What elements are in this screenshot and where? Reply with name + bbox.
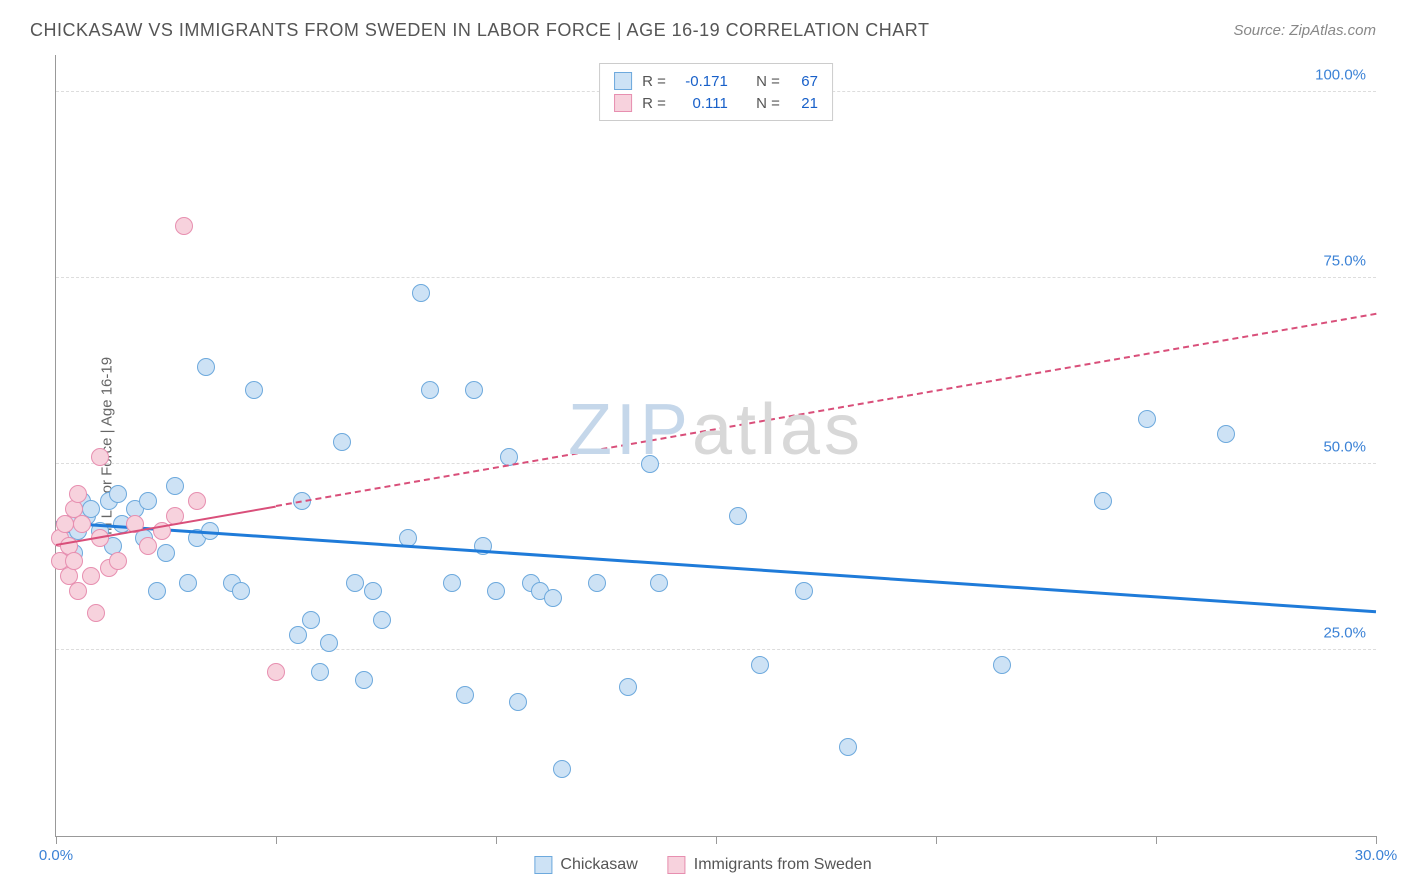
x-tick <box>1156 836 1157 844</box>
data-point <box>364 582 382 600</box>
data-point <box>1217 425 1235 443</box>
x-tick <box>276 836 277 844</box>
r-value: -0.171 <box>676 73 728 90</box>
legend-label: Immigrants from Sweden <box>694 856 872 874</box>
data-point <box>839 738 857 756</box>
data-point <box>73 515 91 533</box>
data-point <box>245 381 263 399</box>
y-tick-label: 75.0% <box>1323 253 1366 270</box>
data-point <box>729 507 747 525</box>
data-point <box>69 582 87 600</box>
data-point <box>267 663 285 681</box>
y-tick-label: 50.0% <box>1323 439 1366 456</box>
legend-label: Chickasaw <box>560 856 637 874</box>
trend-line <box>56 521 1376 613</box>
data-point <box>443 574 461 592</box>
trend-line <box>276 313 1376 507</box>
data-point <box>412 284 430 302</box>
data-point <box>650 574 668 592</box>
data-point <box>795 582 813 600</box>
data-point <box>139 492 157 510</box>
x-tick <box>56 836 57 844</box>
data-point <box>751 656 769 674</box>
x-tick-label: 30.0% <box>1355 847 1398 864</box>
r-value: 0.111 <box>676 95 728 112</box>
data-point <box>456 686 474 704</box>
data-point <box>509 693 527 711</box>
data-point <box>82 567 100 585</box>
data-point <box>188 492 206 510</box>
data-point <box>544 589 562 607</box>
x-tick <box>716 836 717 844</box>
data-point <box>289 626 307 644</box>
gridline <box>56 277 1376 278</box>
data-point <box>109 485 127 503</box>
data-point <box>465 381 483 399</box>
data-point <box>421 381 439 399</box>
y-tick-label: 25.0% <box>1323 625 1366 642</box>
r-label: R = <box>642 73 666 90</box>
legend-item: Immigrants from Sweden <box>668 856 872 874</box>
data-point <box>619 678 637 696</box>
n-label: N = <box>756 95 780 112</box>
data-point <box>166 477 184 495</box>
x-tick <box>936 836 937 844</box>
data-point <box>69 485 87 503</box>
data-point <box>355 671 373 689</box>
data-point <box>487 582 505 600</box>
page-title: CHICKASAW VS IMMIGRANTS FROM SWEDEN IN L… <box>30 20 929 41</box>
legend-row: R = 0.111 N = 21 <box>614 92 818 114</box>
source-credit: Source: ZipAtlas.com <box>1233 22 1376 39</box>
data-point <box>302 611 320 629</box>
data-point <box>197 358 215 376</box>
data-point <box>91 448 109 466</box>
series-legend: Chickasaw Immigrants from Sweden <box>534 856 871 874</box>
data-point <box>232 582 250 600</box>
data-point <box>148 582 166 600</box>
gridline <box>56 463 1376 464</box>
gridline <box>56 649 1376 650</box>
data-point <box>65 552 83 570</box>
y-tick-label: 100.0% <box>1315 67 1366 84</box>
data-point <box>175 217 193 235</box>
data-point <box>346 574 364 592</box>
n-label: N = <box>756 73 780 90</box>
legend-swatch <box>534 856 552 874</box>
n-value: 21 <box>790 95 818 112</box>
x-tick-label: 0.0% <box>39 847 73 864</box>
legend-row: R = -0.171 N = 67 <box>614 70 818 92</box>
data-point <box>320 634 338 652</box>
scatter-chart: ZIPatlas R =-0.171 N =67R =0.111 N =21 2… <box>55 55 1376 837</box>
data-point <box>1138 410 1156 428</box>
legend-item: Chickasaw <box>534 856 637 874</box>
data-point <box>139 537 157 555</box>
data-point <box>641 455 659 473</box>
data-point <box>179 574 197 592</box>
x-tick <box>496 836 497 844</box>
data-point <box>87 604 105 622</box>
legend-swatch <box>614 72 632 90</box>
data-point <box>311 663 329 681</box>
legend-swatch <box>614 94 632 112</box>
n-value: 67 <box>790 73 818 90</box>
data-point <box>588 574 606 592</box>
legend-swatch <box>668 856 686 874</box>
r-label: R = <box>642 95 666 112</box>
data-point <box>373 611 391 629</box>
data-point <box>157 544 175 562</box>
data-point <box>553 760 571 778</box>
data-point <box>1094 492 1112 510</box>
data-point <box>333 433 351 451</box>
x-tick <box>1376 836 1377 844</box>
correlation-legend: R = -0.171 N = 67 R = 0.111 N = 21 <box>599 63 833 121</box>
data-point <box>993 656 1011 674</box>
data-point <box>109 552 127 570</box>
